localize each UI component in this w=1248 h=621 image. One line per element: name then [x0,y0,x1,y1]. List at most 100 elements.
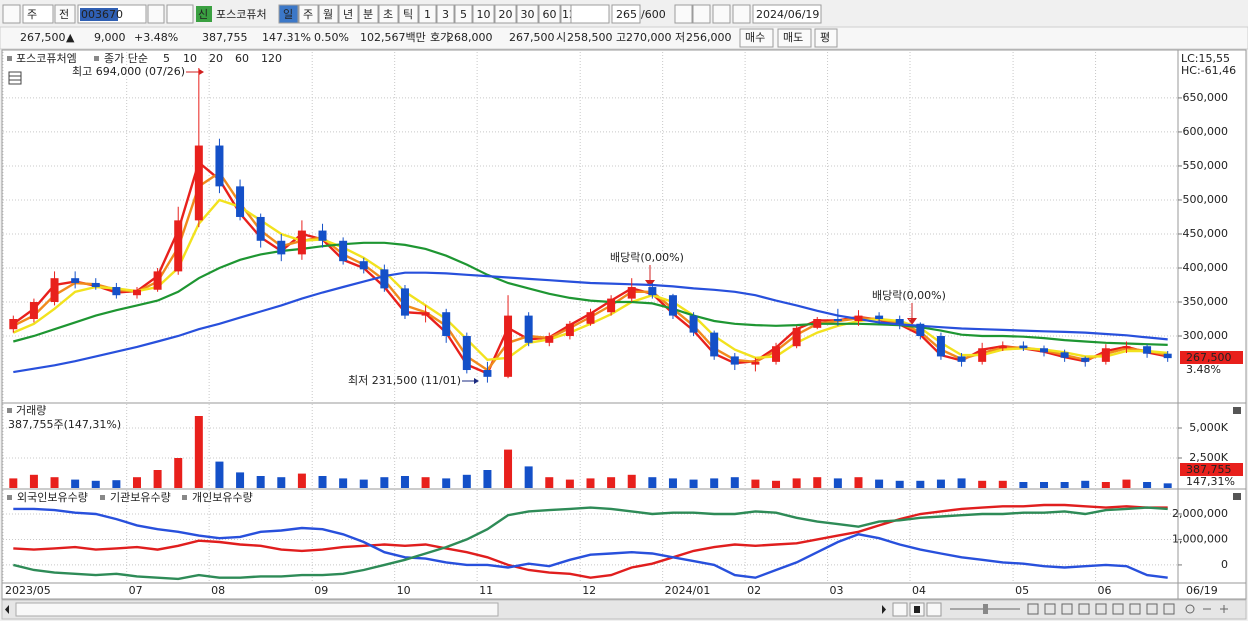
y-tick-label: 450,000 [1183,227,1229,240]
interval-button[interactable] [378,4,399,24]
count-button[interactable] [494,4,517,24]
interval-button[interactable] [318,4,339,24]
legend-swatch [7,495,12,500]
count-button[interactable] [538,4,561,24]
volume-title: 거래량 [16,404,46,417]
candle-body [236,186,245,217]
count: 3 [442,8,449,21]
candle-body [957,356,966,362]
avg-button[interactable] [814,28,838,48]
candle-body [297,230,306,255]
candle-body [277,240,286,255]
x-tick-label: 08 [211,584,225,597]
quote-change: 9,000 [94,31,126,44]
interval-button[interactable] [338,4,359,24]
volume-bar [607,477,616,488]
volume-bar [751,479,760,488]
sell-button[interactable] [777,28,812,48]
prev-button[interactable] [54,4,76,24]
quote-low: 256,000 [686,31,732,44]
volume-bar [936,479,945,488]
count: 20 [499,8,513,21]
volume-tag [1180,463,1243,476]
hc-label: HC:-61,46 [1181,64,1236,77]
quote-bid: 267,500 [509,31,555,44]
tool-button[interactable] [732,4,751,24]
interval-button[interactable] [358,4,379,24]
shown-input[interactable] [611,4,641,24]
x-tick-label: 02 [747,584,761,597]
period-select[interactable] [22,4,54,24]
nav-button[interactable] [926,602,942,617]
candle-body [833,319,842,322]
scroll-thumb[interactable] [15,602,499,617]
count-button[interactable] [454,4,473,24]
candle-body [194,145,203,221]
volume-bar [442,478,451,488]
unit-select[interactable] [570,4,610,24]
y-tick-label: 400,000 [1183,261,1229,274]
pane-close[interactable] [1233,493,1241,500]
price-tag [1180,351,1243,364]
x-tick-label: 07 [129,584,143,597]
quote-ask-label: 호가 [430,31,450,44]
candle-body [1040,348,1049,353]
candle-body [607,298,616,313]
holding-line [13,503,1168,579]
count-button[interactable] [418,4,437,24]
count-button[interactable] [436,4,455,24]
volume-bar [668,478,677,488]
volume-bar [112,480,121,488]
stock-code: 003670 [81,8,123,21]
count-button[interactable] [516,4,539,24]
count-button[interactable] [472,4,495,24]
legend-stock: 포스코퓨처엠 [16,52,77,65]
x-tick-label: 06 [1098,584,1112,597]
shown-count: 265 [616,8,637,21]
quote-change-pct: +3.48% [134,31,178,44]
x-tick-label: 05 [1015,584,1029,597]
volume-bar [998,480,1007,488]
high-arrowhead [199,69,204,75]
zoom-thumb[interactable] [983,604,988,614]
volume-bar [1081,480,1090,488]
scroll-left[interactable] [5,605,9,614]
y-tick-label: 550,000 [1183,159,1229,172]
count: 10 [477,8,491,21]
date: 2024/06/19 [756,8,819,21]
legend-swatch [182,495,187,500]
tool-button[interactable] [692,4,711,24]
candle-body [153,271,162,290]
menu-icon[interactable] [2,4,21,24]
date-input[interactable] [752,4,822,24]
candle-body [421,312,430,316]
tool-icons[interactable] [1027,603,1228,615]
pane-close[interactable] [1233,407,1241,414]
buy-button[interactable] [739,28,774,48]
interval-button[interactable] [298,4,319,24]
nav-button[interactable] [892,602,908,617]
y-tick-label: 5,000K [1189,421,1228,434]
y-tick-label: 600,000 [1183,125,1229,138]
candle-body [648,287,657,296]
legend-entry: 외국인보유수량 [17,491,88,504]
volume-bar [9,478,18,488]
interval-button[interactable] [398,4,419,24]
y-tick-label: 1,000,000 [1172,532,1228,545]
x-tick-label: 04 [912,584,926,597]
candle-body [545,336,554,343]
volume-bar [792,478,801,488]
candle-body [936,336,945,357]
x-tick-label: 09 [314,584,328,597]
search-button[interactable] [147,4,165,24]
tool-button[interactable] [712,4,731,24]
sound-button[interactable] [166,4,194,24]
table-icon[interactable] [8,71,22,85]
dividend-annotation: 배당락(0,00%) [872,289,946,302]
volume-bar [710,478,719,488]
candle-body [854,315,863,322]
scroll-right[interactable] [882,605,886,614]
interval-button[interactable] [278,4,299,24]
period: 주 [27,8,37,21]
tool-button[interactable] [674,4,693,24]
